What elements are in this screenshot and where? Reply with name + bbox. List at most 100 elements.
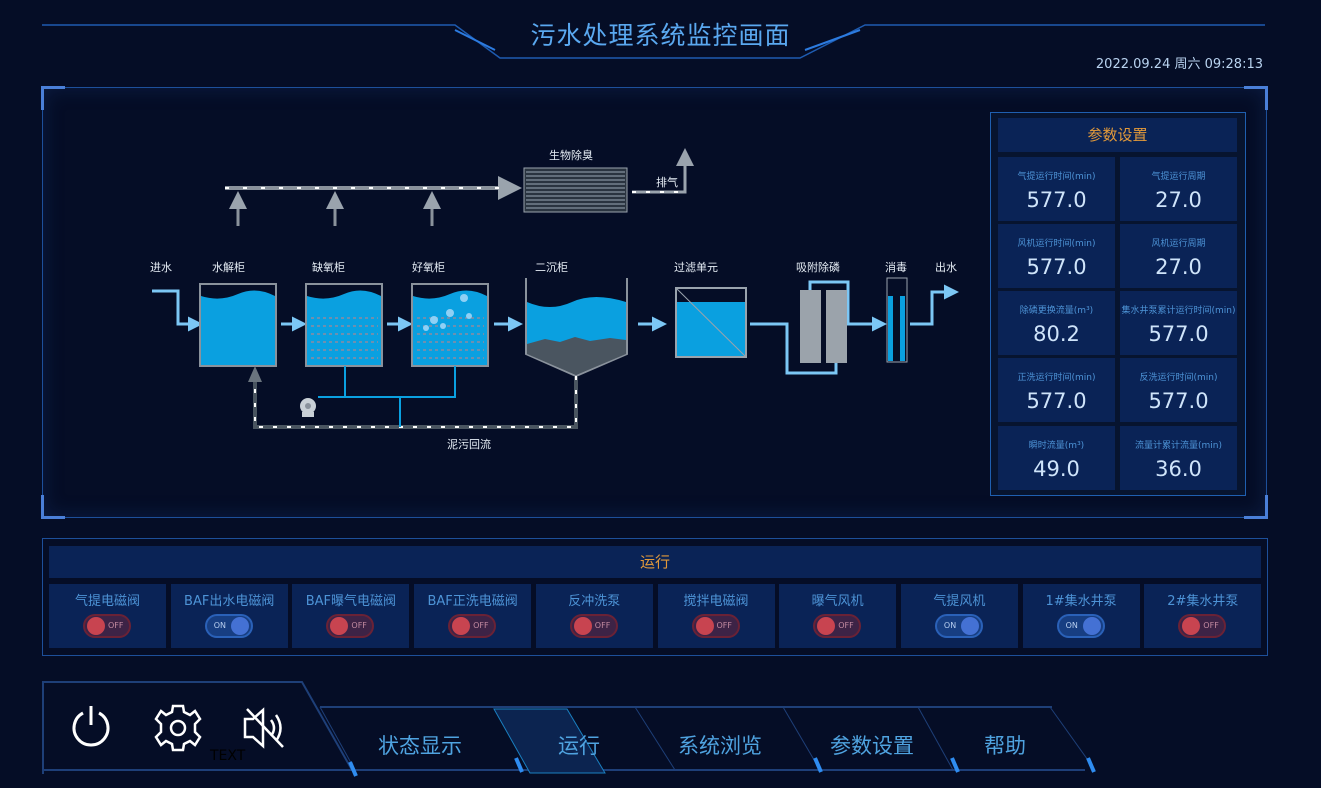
toggle-state: OFF <box>1203 621 1219 630</box>
label-exhaust: 排气 <box>656 175 678 189</box>
tank-anoxic <box>305 283 383 367</box>
filter-unit <box>675 287 747 358</box>
param-value: 577.0 <box>1026 188 1087 212</box>
device-toggle[interactable]: ON <box>1056 614 1105 638</box>
device-toggle[interactable]: OFF <box>448 614 497 638</box>
param-cell: 风机运行时间(min) 577.0 <box>998 224 1115 288</box>
device-cell: 2#集水井泵 OFF <box>1144 584 1262 648</box>
device-label: BAF曝气电磁阀 <box>305 594 397 609</box>
toggle-knob <box>452 617 471 635</box>
param-value: 577.0 <box>1026 389 1087 413</box>
label-filter: 过滤单元 <box>674 261 718 274</box>
header-frame <box>42 24 1265 59</box>
label-anoxic: 缺氧柜 <box>312 260 345 274</box>
device-cell: 气提电磁阀 OFF <box>49 584 166 648</box>
device-cell: 曝气风机 OFF <box>779 584 897 648</box>
device-label: BAF出水电磁阀 <box>184 594 275 609</box>
toggle-knob <box>573 617 592 635</box>
tab-run[interactable]: 运行 <box>558 734 600 758</box>
param-label: 风机运行时间(min) <box>1017 239 1096 249</box>
toggle-knob <box>1182 617 1201 635</box>
param-panel-title: 参数设置 <box>998 118 1237 152</box>
toggle-state: ON <box>1065 621 1078 630</box>
sludge-return-pipe <box>248 366 578 429</box>
toggle-state: ON <box>213 621 226 630</box>
toggle-state: OFF <box>351 621 367 630</box>
device-cell: BAF曝气电磁阀 OFF <box>292 584 410 648</box>
device-cell: 反冲洗泵 OFF <box>535 584 653 648</box>
bottom-nav-frame <box>42 681 1096 777</box>
tank-aerobic <box>411 283 489 367</box>
gear-icon[interactable] <box>153 703 203 753</box>
param-cell: 气提运行周期 27.0 <box>1120 157 1237 221</box>
label-adsorption: 吸附除磷 <box>796 260 840 274</box>
param-cell: 气提运行时间(min) 577.0 <box>998 157 1115 221</box>
page-title: 污水处理系统监控画面 <box>530 21 791 50</box>
device-cell: BAF正洗电磁阀 OFF <box>414 584 532 648</box>
device-cell: 搅拌电磁阀 OFF <box>657 584 775 648</box>
device-cell: 气提风机 ON <box>900 584 1018 648</box>
toggle-knob <box>695 617 714 635</box>
device-cell: BAF出水电磁阀 ON <box>170 584 288 648</box>
label-bio-deodor: 生物除臭 <box>549 148 593 162</box>
tab-help[interactable]: 帮助 <box>984 734 1026 758</box>
param-cell: 除磷更换流量(m³) 80.2 <box>998 291 1115 355</box>
param-cell: 集水井泵累计运行时间(min) 577.0 <box>1120 291 1237 355</box>
label-inlet: 进水 <box>150 261 172 274</box>
mute-icon[interactable] <box>241 705 289 751</box>
param-label: 气提运行周期 <box>1151 172 1206 182</box>
param-cell: 反洗运行时间(min) 577.0 <box>1120 358 1237 422</box>
device-toggle[interactable]: OFF <box>1178 614 1227 638</box>
run-panel-title: 运行 <box>49 546 1261 578</box>
device-toggle[interactable]: ON <box>204 614 253 638</box>
device-toggle[interactable]: OFF <box>691 614 740 638</box>
param-value: 577.0 <box>1026 255 1087 279</box>
tab-system-browse[interactable]: 系统浏览 <box>678 734 762 758</box>
process-panel <box>41 86 1268 519</box>
param-cell: 正洗运行时间(min) 577.0 <box>998 358 1115 422</box>
device-toggle[interactable]: ON <box>934 614 983 638</box>
param-value: 27.0 <box>1155 255 1202 279</box>
device-toggle[interactable]: OFF <box>813 614 862 638</box>
toggle-state: OFF <box>838 621 854 630</box>
run-panel <box>42 538 1268 656</box>
device-toggle[interactable]: OFF <box>326 614 375 638</box>
label-outlet: 出水 <box>935 260 957 274</box>
param-label: 反洗运行时间(min) <box>1139 373 1218 383</box>
air-pipe <box>225 176 522 226</box>
device-label: BAF正洗电磁阀 <box>427 594 518 609</box>
device-label: 气提风机 <box>933 594 986 609</box>
param-value: 27.0 <box>1155 188 1202 212</box>
param-label: 流量计累计流量(min) <box>1135 441 1222 451</box>
label-sludge-return: 泥污回流 <box>447 437 491 451</box>
device-toggle[interactable]: OFF <box>569 614 618 638</box>
tab-param-settings[interactable]: 参数设置 <box>830 734 914 758</box>
device-label: 曝气风机 <box>811 594 864 609</box>
device-label: 搅拌电磁阀 <box>683 594 749 609</box>
device-cell: 1#集水井泵 ON <box>1022 584 1140 648</box>
toggle-state: ON <box>943 621 957 630</box>
toggle-state: OFF <box>108 621 124 630</box>
text-label: TEXT <box>210 748 246 764</box>
power-icon[interactable] <box>69 703 113 749</box>
toggle-knob <box>330 617 349 635</box>
param-value: 49.0 <box>1033 457 1080 481</box>
tab-status[interactable]: 状态显示 <box>378 734 462 758</box>
adsorption-columns <box>800 290 847 363</box>
device-toggle[interactable]: OFF <box>83 614 131 638</box>
toggle-state: OFF <box>594 621 611 630</box>
param-value: 36.0 <box>1155 457 1202 481</box>
param-label: 集水井泵累计运行时间(min) <box>1121 306 1236 316</box>
toggle-knob <box>1082 617 1101 635</box>
toggle-knob <box>230 617 249 635</box>
label-hydrolysis: 水解柜 <box>212 260 245 274</box>
param-label: 瞬时流量(m³) <box>1028 441 1085 451</box>
toggle-state: OFF <box>473 621 489 630</box>
param-label: 正洗运行时间(min) <box>1017 373 1096 383</box>
param-cell: 风机运行周期 27.0 <box>1120 224 1237 288</box>
bio-deodor-unit <box>523 167 628 213</box>
label-aerobic: 好氧柜 <box>412 260 445 274</box>
process-diagram: 生物除臭 排气 进水 水解柜 缺氧柜 好氧柜 二沉柜 过滤单元 吸附除磷 消毒 … <box>150 148 959 451</box>
control-box: TEXT <box>43 681 333 772</box>
param-label: 风机运行周期 <box>1151 239 1206 249</box>
